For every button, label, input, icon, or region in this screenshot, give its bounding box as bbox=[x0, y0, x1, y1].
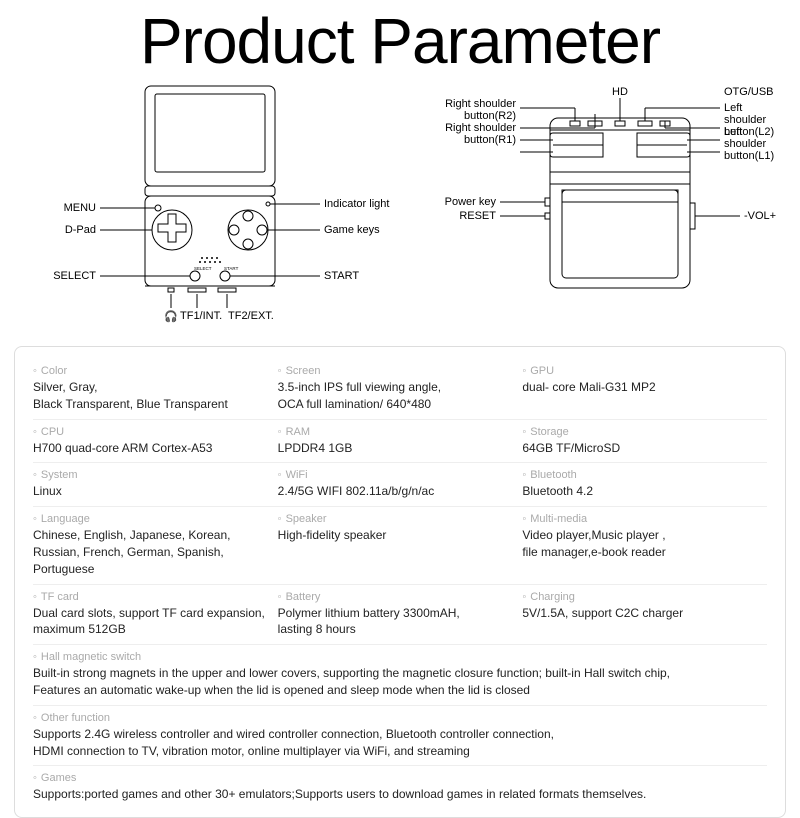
callout-gamekeys: Game keys bbox=[324, 224, 380, 236]
spec-label: CPU bbox=[33, 426, 268, 438]
spec-label: Hall magnetic switch bbox=[33, 651, 767, 663]
callout-vol: -VOL+ bbox=[744, 210, 776, 222]
callout-r1: Right shoulder button(R1) bbox=[420, 122, 516, 146]
spec-table: Color Silver, Gray, Black Transparent, Bl… bbox=[14, 346, 786, 818]
spec-label: GPU bbox=[522, 365, 757, 377]
spec-label: Battery bbox=[278, 591, 513, 603]
spec-label: System bbox=[33, 469, 268, 481]
spec-label: Color bbox=[33, 365, 268, 377]
spec-value: H700 quad-core ARM Cortex-A53 bbox=[33, 440, 268, 457]
callout-hd: HD bbox=[612, 86, 628, 98]
page-title: Product Parameter bbox=[0, 0, 800, 78]
svg-text:START: START bbox=[224, 266, 239, 271]
callout-l1: Left shoulder button(L1) bbox=[724, 126, 774, 162]
spec-value: Chinese, English, Japanese, Korean, Russ… bbox=[33, 527, 268, 577]
spec-label: WiFi bbox=[278, 469, 513, 481]
spec-value: 64GB TF/MicroSD bbox=[522, 440, 757, 457]
callout-tf2: TF2/EXT. bbox=[228, 310, 274, 322]
spec-label: Language bbox=[33, 513, 268, 525]
spec-label: Games bbox=[33, 772, 767, 784]
spec-label: Charging bbox=[522, 591, 757, 603]
spec-value: dual- core Mali-G31 MP2 bbox=[522, 379, 757, 396]
spec-row-4: Language Chinese, English, Japanese, Kore… bbox=[33, 507, 767, 584]
spec-label: Speaker bbox=[278, 513, 513, 525]
spec-value: 5V/1.5A, support C2C charger bbox=[522, 605, 757, 622]
spec-value: 2.4/5G WIFI 802.11a/b/g/n/ac bbox=[278, 483, 513, 500]
spec-value: Video player,Music player , file manager… bbox=[522, 527, 757, 561]
callout-indicator: Indicator light bbox=[324, 198, 389, 210]
spec-value: Silver, Gray, Black Transparent, Blue Tr… bbox=[33, 379, 268, 413]
callout-start: START bbox=[324, 270, 359, 282]
spec-label: Screen bbox=[278, 365, 513, 377]
spec-value: 3.5-inch IPS full viewing angle, OCA ful… bbox=[278, 379, 513, 413]
spec-row-3: System Linux WiFi 2.4/5G WIFI 802.11a/b/g/… bbox=[33, 463, 767, 507]
back-diagram: HD Right shoulder button(R2) Right shoul… bbox=[420, 78, 760, 328]
spec-row-hall: Hall magnetic switch Built-in strong mag… bbox=[33, 645, 767, 706]
spec-value: Linux bbox=[33, 483, 268, 500]
spec-label: Other function bbox=[33, 712, 767, 724]
svg-text:SELECT: SELECT bbox=[194, 266, 212, 271]
callout-reset: RESET bbox=[420, 210, 496, 222]
diagram-area: SELECT START MENU D bbox=[0, 78, 800, 338]
spec-label: Bluetooth bbox=[522, 469, 757, 481]
front-diagram: SELECT START MENU D bbox=[40, 78, 380, 328]
spec-label: TF card bbox=[33, 591, 268, 603]
spec-value: Polymer lithium battery 3300mAH, lasting… bbox=[278, 605, 513, 639]
spec-label: Multi-media bbox=[522, 513, 757, 525]
spec-value: High-fidelity speaker bbox=[278, 527, 513, 544]
callout-r2: Right shoulder button(R2) bbox=[420, 98, 516, 122]
spec-value: Bluetooth 4.2 bbox=[522, 483, 757, 500]
callout-select: SELECT bbox=[40, 270, 96, 282]
callout-menu: MENU bbox=[40, 202, 96, 214]
spec-row-games: Games Supports:ported games and other 30… bbox=[33, 766, 767, 809]
spec-row-2: CPU H700 quad-core ARM Cortex-A53 RAM LPDD… bbox=[33, 420, 767, 464]
callout-otg: OTG/USB bbox=[724, 86, 774, 98]
callout-powerkey: Power key bbox=[420, 196, 496, 208]
callout-tf1: TF1/INT. bbox=[180, 310, 222, 322]
spec-label: Storage bbox=[522, 426, 757, 438]
spec-row-1: Color Silver, Gray, Black Transparent, Bl… bbox=[33, 359, 767, 420]
callout-headphone-icon: 🎧 bbox=[164, 310, 178, 323]
spec-value: Built-in strong magnets in the upper and… bbox=[33, 665, 767, 699]
spec-value: Supports 2.4G wireless controller and wi… bbox=[33, 726, 767, 760]
spec-value: Supports:ported games and other 30+ emul… bbox=[33, 786, 767, 803]
spec-row-5: TF card Dual card slots, support TF card … bbox=[33, 585, 767, 646]
spec-label: RAM bbox=[278, 426, 513, 438]
callout-dpad: D-Pad bbox=[40, 224, 96, 236]
spec-value: Dual card slots, support TF card expansi… bbox=[33, 605, 268, 639]
spec-row-other: Other function Supports 2.4G wireless co… bbox=[33, 706, 767, 767]
spec-value: LPDDR4 1GB bbox=[278, 440, 513, 457]
